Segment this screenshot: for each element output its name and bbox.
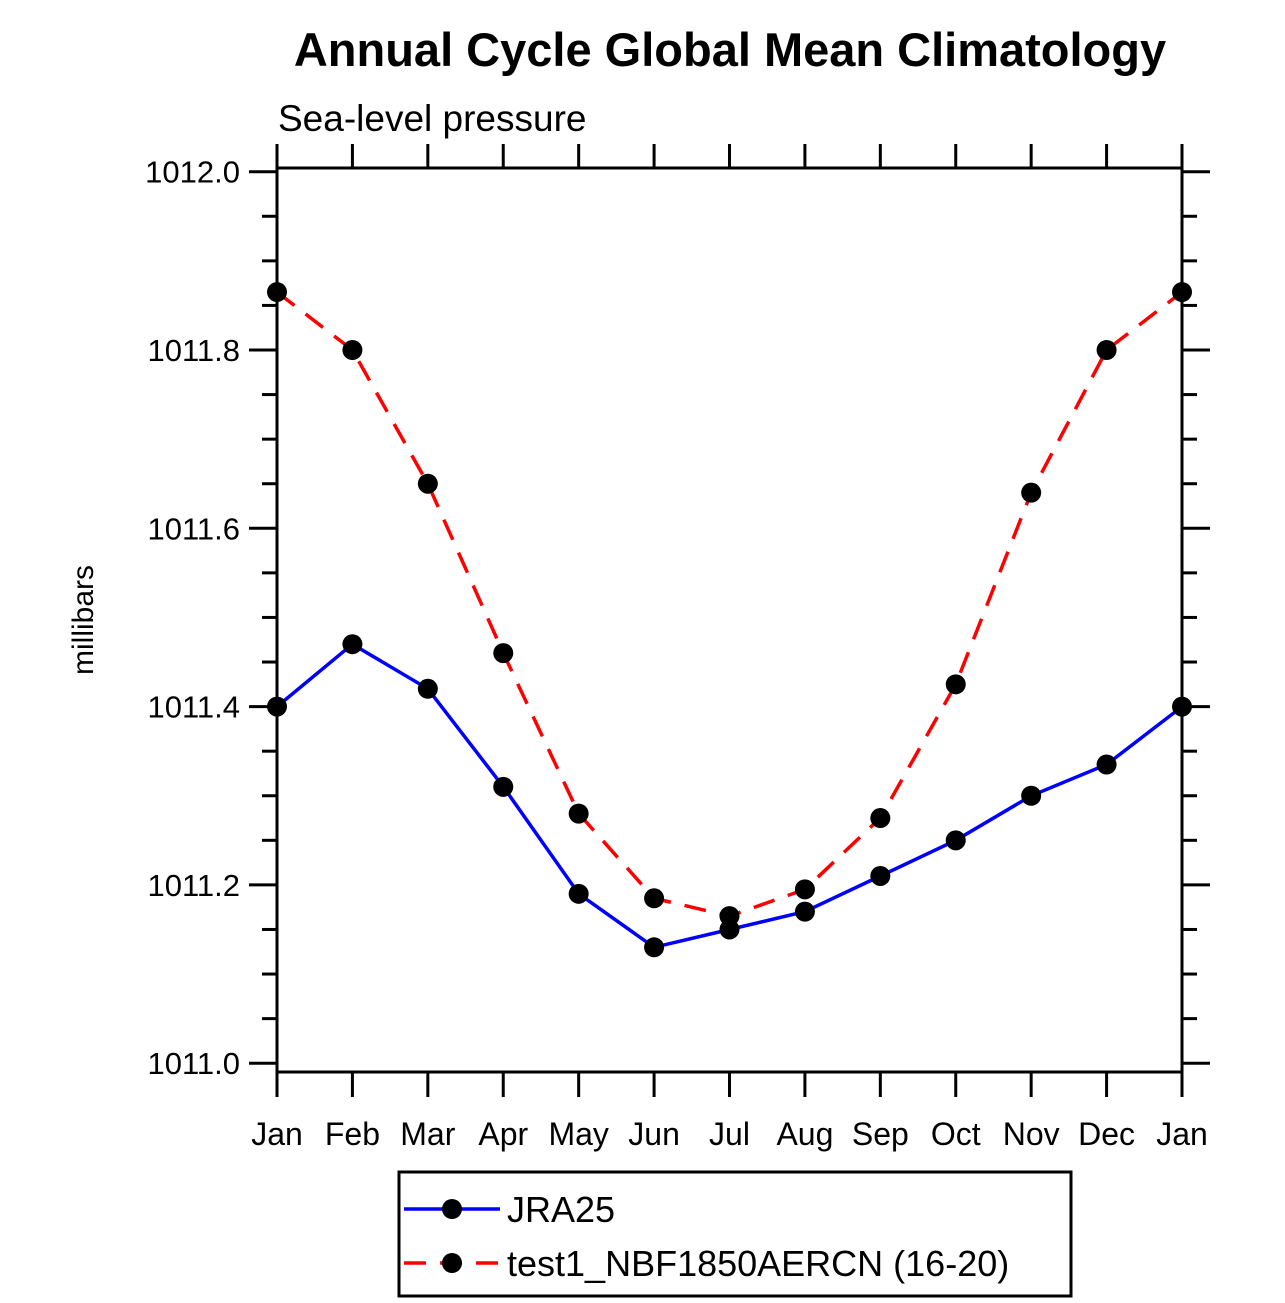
- x-axis-tick-label: Jul: [709, 1116, 750, 1152]
- data-point-marker: [794, 879, 815, 900]
- x-axis-tick-label: Nov: [1003, 1116, 1060, 1152]
- data-point-marker: [1172, 696, 1192, 717]
- x-axis-tick-label: May: [548, 1116, 608, 1152]
- data-point-marker: [493, 643, 514, 664]
- x-axis-tick-label: Dec: [1078, 1116, 1135, 1152]
- x-axis-tick-label: Sep: [852, 1116, 909, 1152]
- data-point-marker: [794, 901, 815, 922]
- data-point-marker: [870, 865, 891, 886]
- y-axis-tick-label: 1011.4: [147, 690, 240, 725]
- series-line-JRA25: [275, 642, 1184, 950]
- data-point-marker: [945, 674, 966, 695]
- data-point-marker: [945, 830, 966, 851]
- x-axis-tick-label: Jan: [251, 1116, 303, 1152]
- x-axis-tick-label: Mar: [400, 1116, 455, 1152]
- y-axis-tick-label: 1011.0: [147, 1046, 240, 1081]
- x-axis-tick-label: Apr: [478, 1116, 528, 1152]
- x-axis-tick-label: Aug: [776, 1116, 833, 1152]
- legend-box: [397, 1170, 1073, 1298]
- x-axis-tick-label: Feb: [325, 1116, 380, 1152]
- y-axis-tick-label: 1012.0: [145, 155, 240, 190]
- data-point-marker: [870, 808, 891, 829]
- x-axis-tick-label: Oct: [931, 1116, 981, 1152]
- data-point-marker: [493, 776, 514, 797]
- data-point-marker: [1096, 340, 1117, 360]
- legend-entry-label: JRA25: [507, 1189, 615, 1230]
- y-axis-tick-label: 1011.8: [147, 333, 240, 368]
- y-axis-tick-label: 1011.2: [147, 868, 240, 903]
- legend-layer: JRA25 test1_NBF1850AERCN (16-20): [397, 1170, 1073, 1298]
- data-point-marker: [568, 803, 589, 824]
- data-point-marker: [267, 696, 287, 717]
- x-axis-tick-label: Jan: [1156, 1116, 1208, 1152]
- y-axis-tick-label: 1011.6: [147, 511, 240, 546]
- y-axis-label: millibars: [67, 565, 100, 675]
- series-line-test1_NBF1850AERCN (16-20): [275, 290, 1184, 918]
- data-point-marker: [1021, 785, 1042, 806]
- legend-entry-label: test1_NBF1850AERCN (16-20): [507, 1243, 1009, 1284]
- x-axis-tick-label: Jun: [628, 1116, 680, 1152]
- data-point-marker: [1172, 282, 1192, 303]
- data-point-marker: [342, 340, 363, 360]
- chart-subtitle: Sea-level pressure: [278, 98, 586, 139]
- data-point-marker: [568, 883, 589, 904]
- axes-layer: Jan Feb Mar Apr May Jun Jul Aug Sep Oct Nov Dec Jan 1…: [145, 144, 1210, 1152]
- data-point-marker: [417, 678, 438, 699]
- chart-title: Annual Cycle Global Mean Climatology: [294, 23, 1166, 76]
- data-point-marker: [417, 473, 438, 494]
- legend-marker: [442, 1253, 462, 1273]
- data-point-marker: [644, 888, 665, 909]
- data-point-marker: [719, 906, 740, 927]
- data-point-marker: [1021, 482, 1042, 503]
- data-point-marker: [267, 282, 287, 303]
- data-point-marker: [1096, 754, 1117, 775]
- series-layer: [267, 282, 1192, 958]
- data-point-marker: [644, 937, 665, 958]
- data-point-marker: [342, 634, 363, 655]
- legend-marker: [442, 1199, 462, 1219]
